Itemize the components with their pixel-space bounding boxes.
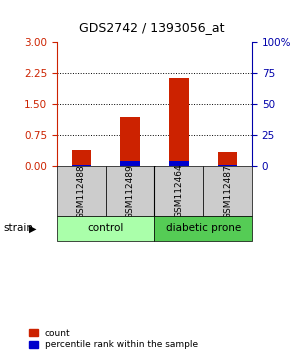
Bar [203,166,252,216]
Text: GDS2742 / 1393056_at: GDS2742 / 1393056_at [79,21,224,34]
Text: control: control [88,223,124,233]
Bar [169,78,189,166]
Text: GSM112487: GSM112487 [223,164,232,218]
Bar [218,152,237,166]
Text: strain: strain [3,223,33,233]
Legend: count, percentile rank within the sample: count, percentile rank within the sample [28,329,198,349]
Bar [106,166,154,216]
Text: ▶: ▶ [28,223,36,233]
Text: GSM112464: GSM112464 [174,164,183,218]
Bar [72,165,91,166]
Bar [218,165,237,166]
Bar [72,150,91,166]
Text: diabetic prone: diabetic prone [166,223,241,233]
Text: GSM112489: GSM112489 [126,164,135,218]
Text: GSM112488: GSM112488 [77,164,86,218]
Bar [57,166,106,216]
Bar [154,166,203,216]
Bar [120,161,140,166]
Bar [120,117,140,166]
Bar [169,161,189,166]
